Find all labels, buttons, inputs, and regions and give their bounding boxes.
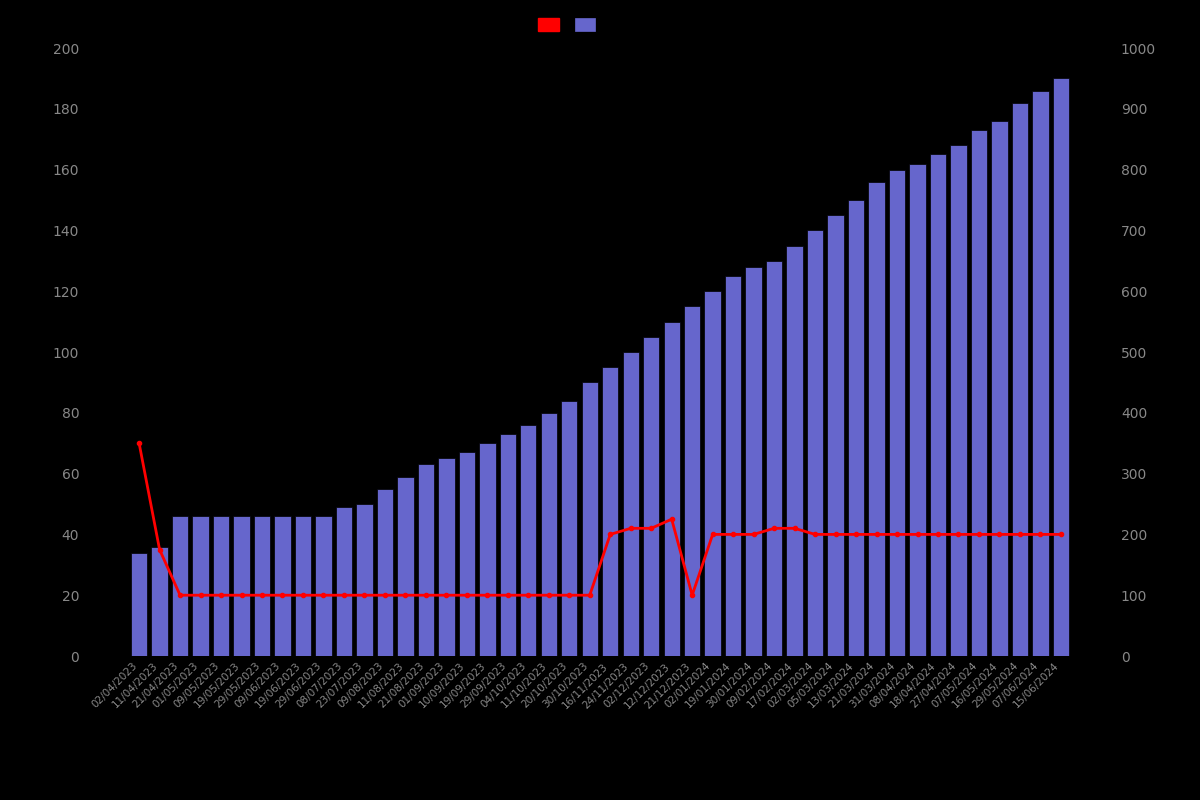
Bar	[704, 291, 721, 656]
Bar	[499, 434, 516, 656]
Bar	[602, 367, 618, 656]
Bar	[971, 130, 988, 656]
Bar	[275, 516, 290, 656]
Bar	[766, 261, 782, 656]
Bar	[151, 546, 168, 656]
Bar	[623, 352, 638, 656]
Bar	[869, 182, 884, 656]
Bar	[254, 516, 270, 656]
Bar	[745, 267, 762, 656]
Bar	[806, 230, 823, 656]
Bar	[458, 452, 475, 656]
Bar	[786, 246, 803, 656]
Bar	[848, 200, 864, 656]
Bar	[295, 516, 311, 656]
Bar	[1052, 78, 1069, 656]
Bar	[397, 477, 414, 656]
Bar	[212, 516, 229, 656]
Bar	[664, 322, 680, 656]
Bar	[356, 504, 373, 656]
Bar	[540, 413, 557, 656]
Bar	[233, 516, 250, 656]
Bar	[1032, 90, 1049, 656]
Bar	[479, 443, 496, 656]
Bar	[889, 170, 905, 656]
Bar	[418, 465, 434, 656]
Legend: , : ,	[539, 18, 600, 33]
Bar	[684, 306, 701, 656]
Bar	[562, 401, 577, 656]
Bar	[438, 458, 455, 656]
Bar	[827, 215, 844, 656]
Bar	[1012, 102, 1028, 656]
Bar	[377, 489, 394, 656]
Bar	[910, 163, 925, 656]
Bar	[582, 382, 598, 656]
Bar	[950, 146, 967, 656]
Bar	[991, 121, 1008, 656]
Bar	[192, 516, 209, 656]
Bar	[725, 276, 742, 656]
Bar	[131, 553, 148, 656]
Bar	[643, 337, 660, 656]
Bar	[172, 516, 188, 656]
Bar	[930, 154, 946, 656]
Bar	[520, 425, 536, 656]
Bar	[336, 507, 352, 656]
Bar	[316, 516, 331, 656]
